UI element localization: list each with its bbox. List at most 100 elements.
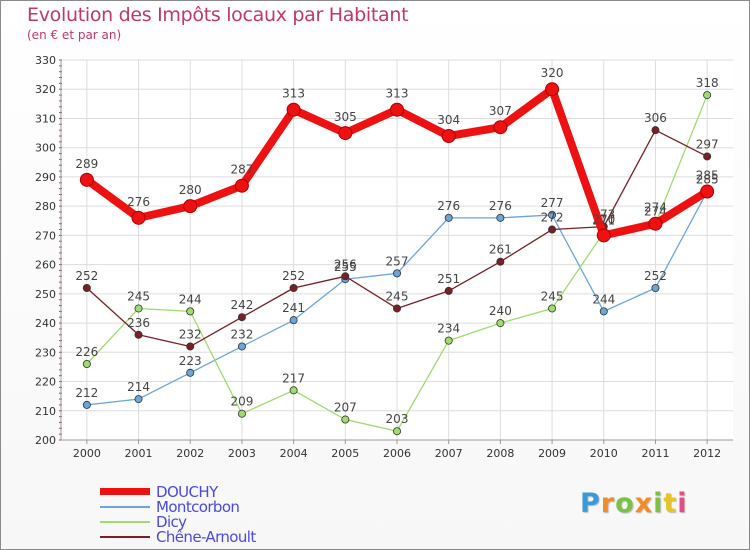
y-tick-label: 270 [35, 229, 56, 242]
data-label-chene-arnoult: 297 [696, 137, 719, 151]
x-tick-label: 2012 [693, 447, 721, 460]
x-tick-label: 2001 [125, 447, 153, 460]
data-point-chene-arnoult [237, 313, 246, 322]
data-point-montcorbon [289, 316, 298, 325]
legend-swatch-montcorbon [100, 506, 150, 508]
data-point-chene-arnoult [548, 225, 557, 234]
logo-letter: x [634, 488, 654, 519]
data-label-dicy: 234 [437, 322, 460, 336]
data-point-chene-arnoult [651, 126, 660, 135]
data-label-montcorbon: 212 [75, 386, 98, 400]
data-label-montcorbon: 241 [282, 301, 305, 315]
data-point-chene-arnoult [444, 286, 453, 295]
x-tick-label: 2011 [641, 447, 669, 460]
x-tick-label: 2004 [280, 447, 308, 460]
data-label-chene-arnoult: 272 [541, 211, 564, 225]
data-point-montcorbon [496, 213, 505, 222]
data-label-montcorbon: 276 [437, 199, 460, 213]
legend-label-douchy: DOUCHY [156, 483, 218, 501]
data-label-douchy: 274 [644, 201, 667, 215]
proxiti-logo: Proxiti [580, 488, 688, 519]
y-tick-label: 230 [35, 346, 56, 359]
data-point-dicy [496, 319, 505, 328]
data-label-douchy: 280 [179, 183, 202, 197]
data-label-dicy: 245 [127, 289, 150, 303]
x-tick-label: 2007 [435, 447, 463, 460]
x-tick-label: 2009 [538, 447, 566, 460]
data-point-chene-arnoult [186, 342, 195, 351]
data-point-chene-arnoult [134, 330, 143, 339]
logo-letter: r [600, 488, 616, 519]
data-label-chene-arnoult: 245 [386, 289, 409, 303]
data-point-douchy [596, 228, 611, 243]
y-tick-label: 290 [35, 171, 56, 184]
data-point-dicy [703, 91, 712, 100]
logo-letter: t [663, 488, 678, 519]
data-label-douchy: 276 [127, 195, 150, 209]
x-tick-label: 2000 [73, 447, 101, 460]
data-point-montcorbon [134, 395, 143, 404]
y-tick-label: 250 [35, 288, 56, 301]
data-label-montcorbon: 252 [644, 269, 667, 283]
data-point-montcorbon [548, 210, 557, 219]
logo-letter: i [653, 488, 664, 519]
data-point-chene-arnoult [703, 152, 712, 161]
chart-subtitle: (en € et par an) [27, 28, 122, 42]
data-label-chene-arnoult: 252 [75, 269, 98, 283]
data-label-montcorbon: 244 [592, 292, 615, 306]
legend-swatch-douchy [100, 488, 150, 495]
data-label-chene-arnoult: 256 [334, 257, 357, 271]
data-point-montcorbon [186, 368, 195, 377]
data-point-douchy [390, 102, 404, 117]
data-label-chene-arnoult: 252 [282, 269, 305, 283]
data-label-dicy: 203 [386, 412, 409, 426]
data-point-montcorbon [651, 283, 660, 292]
data-label-dicy: 207 [334, 401, 357, 415]
data-label-montcorbon: 223 [179, 354, 202, 368]
legend-label-chene-arnoult: Chêne-Arnoult [156, 528, 256, 546]
data-label-dicy: 318 [696, 76, 719, 90]
data-point-dicy [134, 304, 143, 313]
data-point-dicy [186, 307, 195, 316]
data-label-douchy: 304 [437, 113, 460, 127]
data-point-douchy [648, 216, 663, 231]
data-point-douchy [700, 184, 715, 199]
legend-item-montcorbon: Montcorbon [100, 498, 300, 516]
data-label-chene-arnoult: 232 [179, 327, 202, 341]
y-tick-label: 220 [35, 376, 56, 389]
data-label-montcorbon: 285 [696, 173, 719, 187]
data-label-chene-arnoult: 251 [437, 272, 460, 286]
data-label-dicy: 209 [230, 395, 253, 409]
data-label-dicy: 226 [75, 345, 98, 359]
data-point-chene-arnoult [289, 283, 298, 292]
legend-swatch-dicy [100, 521, 150, 523]
data-label-chene-arnoult: 261 [489, 243, 512, 257]
data-label-montcorbon: 276 [489, 199, 512, 213]
x-tick-label: 2003 [228, 447, 256, 460]
data-point-dicy [392, 427, 401, 436]
data-point-dicy [444, 336, 453, 345]
legend-item-douchy: DOUCHY [100, 483, 300, 501]
data-point-dicy [289, 386, 298, 395]
y-tick-label: 330 [35, 54, 56, 67]
data-label-douchy: 289 [75, 157, 98, 171]
x-tick-label: 2008 [486, 447, 514, 460]
data-point-douchy [234, 178, 249, 193]
data-point-douchy [441, 129, 456, 143]
data-label-douchy: 320 [541, 66, 564, 80]
data-label-chene-arnoult: 306 [644, 111, 667, 125]
data-point-chene-arnoult [341, 272, 350, 281]
data-point-dicy [341, 415, 350, 424]
data-label-dicy: 217 [282, 371, 305, 385]
data-label-douchy: 313 [282, 87, 305, 101]
chart-title: Evolution des Impôts locaux par Habitant [27, 4, 409, 26]
data-label-dicy: 274 [644, 205, 667, 219]
data-point-chene-arnoult [496, 257, 505, 266]
data-label-dicy: 245 [541, 289, 564, 303]
data-label-montcorbon: 277 [541, 196, 564, 210]
data-point-douchy [79, 172, 94, 187]
data-label-montcorbon: 214 [127, 380, 150, 394]
data-point-montcorbon [392, 269, 401, 278]
